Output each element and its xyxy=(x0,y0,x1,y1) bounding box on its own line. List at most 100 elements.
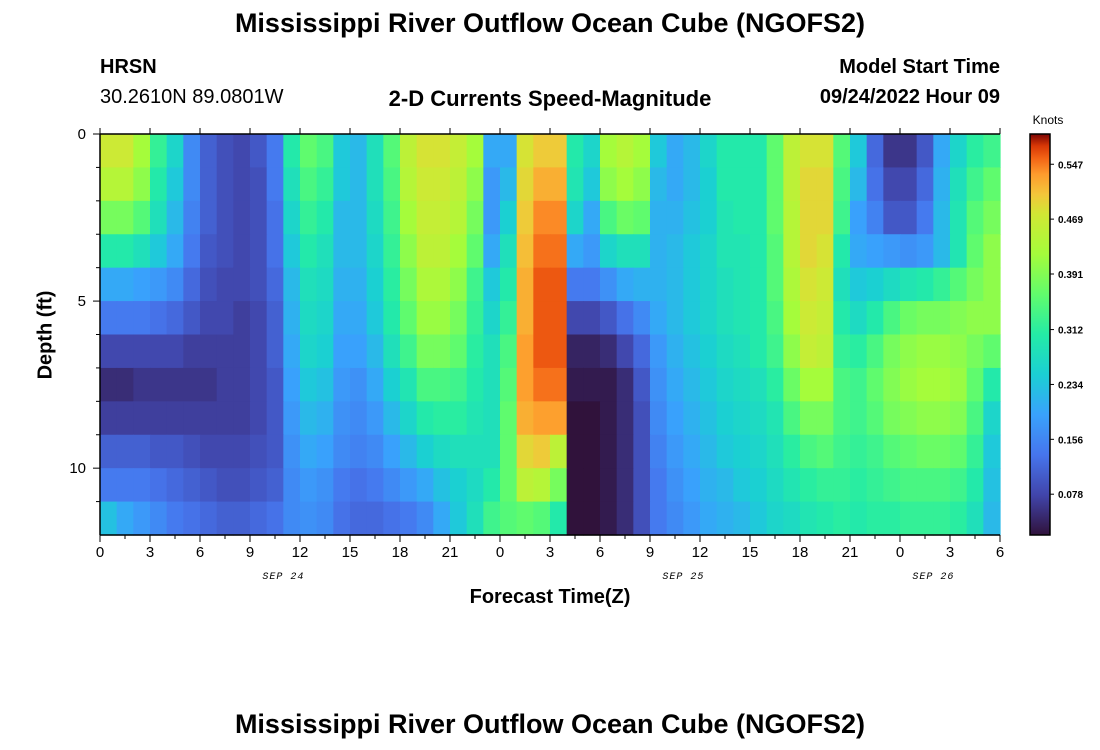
heatmap-cell xyxy=(750,267,768,302)
heatmap-cell xyxy=(266,267,284,302)
heatmap-cell xyxy=(300,401,318,436)
heatmap-cell xyxy=(383,468,401,503)
heatmap-cell xyxy=(533,200,551,235)
heatmap-cell xyxy=(133,468,151,503)
heatmap-cell xyxy=(200,401,218,436)
heatmap-cell xyxy=(416,401,434,436)
heatmap-cell xyxy=(566,468,584,503)
heatmap-cell xyxy=(483,301,501,336)
heatmap-cell xyxy=(683,134,701,169)
x-tick-label: 12 xyxy=(692,544,709,561)
heatmap-cell xyxy=(350,501,368,536)
heatmap-cell xyxy=(750,367,768,402)
heatmap-cell xyxy=(116,367,134,402)
heatmap-cell xyxy=(500,501,518,536)
heatmap-cell xyxy=(150,200,168,235)
heatmap-cell xyxy=(283,267,301,302)
heatmap-cell xyxy=(233,267,251,302)
heatmap-cell xyxy=(450,200,468,235)
heatmap-cell xyxy=(350,334,368,369)
heatmap-cell xyxy=(700,167,718,202)
heatmap-cell xyxy=(583,501,601,536)
heatmap-cell xyxy=(200,334,218,369)
heatmap-cell xyxy=(200,234,218,269)
heatmap-cell xyxy=(816,234,834,269)
heatmap-cell xyxy=(550,267,568,302)
heatmap-cell xyxy=(900,334,918,369)
heatmap-cell xyxy=(383,401,401,436)
heatmap-cell xyxy=(816,167,834,202)
heatmap-cell xyxy=(883,367,901,402)
heatmap-cell xyxy=(383,167,401,202)
heatmap-cell xyxy=(300,167,318,202)
heatmap-cell xyxy=(300,134,318,169)
colorbar-tick-label: 0.312 xyxy=(1058,326,1083,337)
heatmap-cell xyxy=(766,301,784,336)
x-tick-label: 9 xyxy=(246,544,254,561)
heatmap-cell xyxy=(983,334,1001,369)
heatmap-cell xyxy=(616,334,634,369)
heatmap-cell xyxy=(450,367,468,402)
heatmap-cell xyxy=(100,134,118,169)
heatmap-cell xyxy=(500,301,518,336)
heatmap-cell xyxy=(566,367,584,402)
heatmap-cell xyxy=(983,401,1001,436)
heatmap-cell xyxy=(633,501,651,536)
heatmap-cell xyxy=(566,501,584,536)
y-axis-label: Depth (ft) xyxy=(34,290,57,380)
heatmap-cell xyxy=(350,367,368,402)
heatmap-cell xyxy=(333,200,351,235)
heatmap-cell xyxy=(933,200,951,235)
heatmap-cell xyxy=(200,301,218,336)
heatmap-cell xyxy=(750,167,768,202)
heatmap-cell xyxy=(950,367,968,402)
heatmap-cell xyxy=(750,134,768,169)
heatmap-cell xyxy=(316,434,334,469)
heatmap-cell xyxy=(333,134,351,169)
x-tick-label: 21 xyxy=(442,544,459,561)
heatmap-cell xyxy=(866,134,884,169)
heatmap-cell xyxy=(316,401,334,436)
heatmap-cell xyxy=(350,167,368,202)
heatmap-cell xyxy=(650,301,668,336)
heatmap-cell xyxy=(833,367,851,402)
heatmap-cell xyxy=(200,501,218,536)
heatmap-cell xyxy=(733,234,751,269)
heatmap-cell xyxy=(833,468,851,503)
heatmap-cell xyxy=(233,468,251,503)
heatmap-cell xyxy=(450,401,468,436)
heatmap-cell xyxy=(100,267,118,302)
heatmap-cell xyxy=(800,167,818,202)
heatmap-cell xyxy=(500,401,518,436)
heatmap-cell xyxy=(933,468,951,503)
heatmap-cell xyxy=(933,434,951,469)
heatmap-cell xyxy=(716,401,734,436)
heatmap-cell xyxy=(600,134,618,169)
heatmap-cell xyxy=(716,167,734,202)
heatmap-cell xyxy=(933,167,951,202)
heatmap-cell xyxy=(366,301,384,336)
heatmap-cell xyxy=(116,200,134,235)
heatmap-cell xyxy=(983,301,1001,336)
heatmap-cell xyxy=(166,167,184,202)
heatmap-cell xyxy=(400,200,418,235)
heatmap-cell xyxy=(283,200,301,235)
heatmap-cell xyxy=(800,401,818,436)
heatmap-cell xyxy=(616,401,634,436)
heatmap-cell xyxy=(433,434,451,469)
heatmap-cell xyxy=(766,501,784,536)
model-start-value: 09/24/2022 Hour 09 xyxy=(819,86,1000,108)
heatmap-cell xyxy=(833,501,851,536)
heatmap-cell xyxy=(933,367,951,402)
heatmap-cell xyxy=(833,301,851,336)
heatmap-cell xyxy=(150,468,168,503)
station-coords: 30.2610N 89.0801W xyxy=(100,86,284,108)
heatmap-cell xyxy=(333,301,351,336)
heatmap-cell xyxy=(333,267,351,302)
heatmap-cell xyxy=(150,401,168,436)
heatmap-cell xyxy=(216,501,234,536)
heatmap-cell xyxy=(183,167,201,202)
heatmap-cell xyxy=(100,234,118,269)
heatmap-cell xyxy=(583,367,601,402)
heatmap-cell xyxy=(333,234,351,269)
